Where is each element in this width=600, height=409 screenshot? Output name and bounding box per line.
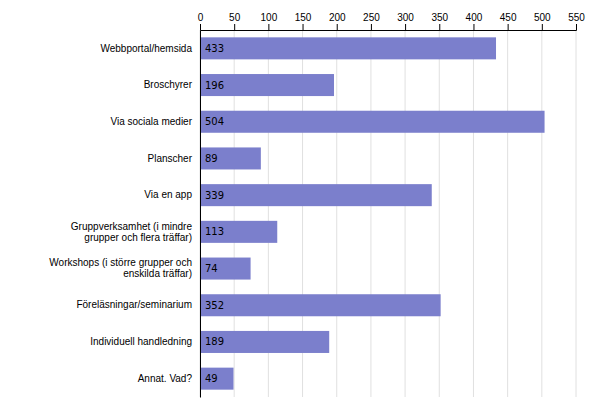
x-tick-mark [576,24,577,30]
y-tick-label: Individuell handledning [90,336,192,347]
y-tick-label-line: Workshops (i större grupper och [49,257,192,268]
grid [200,30,576,397]
bars [200,37,545,389]
data-label: 196 [205,80,224,91]
x-tick-mark [371,24,372,30]
x-tick: 200 [329,12,346,30]
y-axis-line [200,31,201,398]
grid-line [507,30,508,397]
data-label: 189 [205,336,224,347]
bar [200,147,261,169]
y-tick: Workshops (i större grupper ochenskilda … [49,257,200,279]
y-tick-label-line: enskilda träffar) [123,268,192,279]
y-tick-label-line: grupper och flera träffar) [84,232,192,243]
data-label: 89 [205,153,218,164]
grid-line [200,30,201,397]
x-tick-mark [268,24,269,30]
x-tick: 50 [229,12,241,30]
x-tick-label: 100 [261,12,278,23]
x-tick-mark [405,24,406,30]
x-tick: 100 [261,12,278,30]
x-tick: 400 [466,12,483,30]
bar [200,184,432,206]
x-tick-mark [508,24,509,30]
y-tick-label: Webbportal/hemsida [100,43,192,54]
bar [200,331,329,353]
x-tick-label: 400 [466,12,483,23]
y-tick-label: Annat. Vad? [138,373,193,384]
bar [200,111,545,133]
x-tick: 500 [534,12,551,30]
x-tick-mark [542,24,543,30]
data-label: 74 [205,263,218,274]
x-tick-label: 200 [329,12,346,23]
x-tick-mark [439,24,440,30]
plot: 49 189 352 74 113 339 89 504 196 433 0 50 100 150 200 2… [49,12,585,398]
x-tick: 450 [500,12,517,30]
y-tick-label: Via sociala medier [110,116,192,127]
x-tick-mark [473,24,474,30]
x-tick-mark [200,24,201,30]
data-label: 113 [205,226,224,237]
bar [200,221,277,243]
grid-line [370,30,371,397]
x-tick: 0 [198,12,204,30]
x-tick-mark [234,24,235,30]
x-tick-label: 550 [568,12,585,23]
y-tick: Planscher [148,153,200,164]
y-tick: Individuell handledning [90,336,200,347]
x-tick: 550 [568,12,585,30]
y-tick: Via sociala medier [110,116,200,127]
x-tick-label: 450 [500,12,517,23]
y-tick-label: Planscher [148,153,193,164]
bar [200,258,251,280]
x-tick-label: 250 [363,12,380,23]
y-tick: Via en app [144,189,200,200]
bar [200,37,496,59]
x-tick-label: 300 [397,12,414,23]
x-axis-line [201,24,577,31]
x-tick-label: 500 [534,12,551,23]
bar [200,368,233,390]
y-tick: Annat. Vad? [138,373,200,384]
data-label: 339 [205,190,224,201]
bar [200,74,334,96]
data-label: 49 [205,373,218,384]
y-tick-label: Föreläsningar/seminarium [76,299,192,310]
y-tick: Broschyrer [144,79,200,90]
y-tick-label: Via en app [144,189,192,200]
data-label: 352 [205,300,224,311]
chart-container: 49 189 352 74 113 339 89 504 196 433 0 50 100 150 200 2… [0,0,600,409]
x-tick-label: 50 [229,12,241,23]
data-label: 433 [205,43,224,54]
x-tick-mark [337,24,338,30]
y-tick: Föreläsningar/seminarium [76,299,200,310]
x-tick-mark [303,24,304,30]
y-tick-label-line: Gruppverksamhet (i mindre [71,221,193,232]
y-tick-label: Broschyrer [144,79,193,90]
y-tick-label: Workshops (i större grupper ochenskilda … [49,257,192,279]
x-tick: 300 [397,12,414,30]
x-tick-label: 0 [198,12,204,23]
x-tick: 350 [431,12,448,30]
y-tick-label: Gruppverksamhet (i mindregrupper och fle… [71,221,193,243]
x-tick-label: 150 [295,12,312,23]
x-axis: 0 50 100 150 200 250 300 350 400 450 500 550 [198,12,586,31]
grid-line [405,30,406,397]
data-labels: 49 189 352 74 113 339 89 504 196 433 [205,43,224,384]
y-tick: Gruppverksamhet (i mindregrupper och fle… [71,221,200,243]
grid-line [576,30,577,397]
grid-line [473,30,474,397]
grid-line [336,30,337,397]
chart: 49 189 352 74 113 339 89 504 196 433 0 50 100 150 200 2… [0,0,600,409]
y-tick: Webbportal/hemsida [100,43,200,54]
y-axis: Annat. Vad? Individuell handledning Förelä… [49,31,200,398]
grid-line [439,30,440,397]
grid-line [541,30,542,397]
x-tick: 250 [363,12,380,30]
x-tick-label: 350 [431,12,448,23]
x-tick: 150 [295,12,312,30]
data-label: 504 [205,116,224,127]
bar [200,294,441,316]
